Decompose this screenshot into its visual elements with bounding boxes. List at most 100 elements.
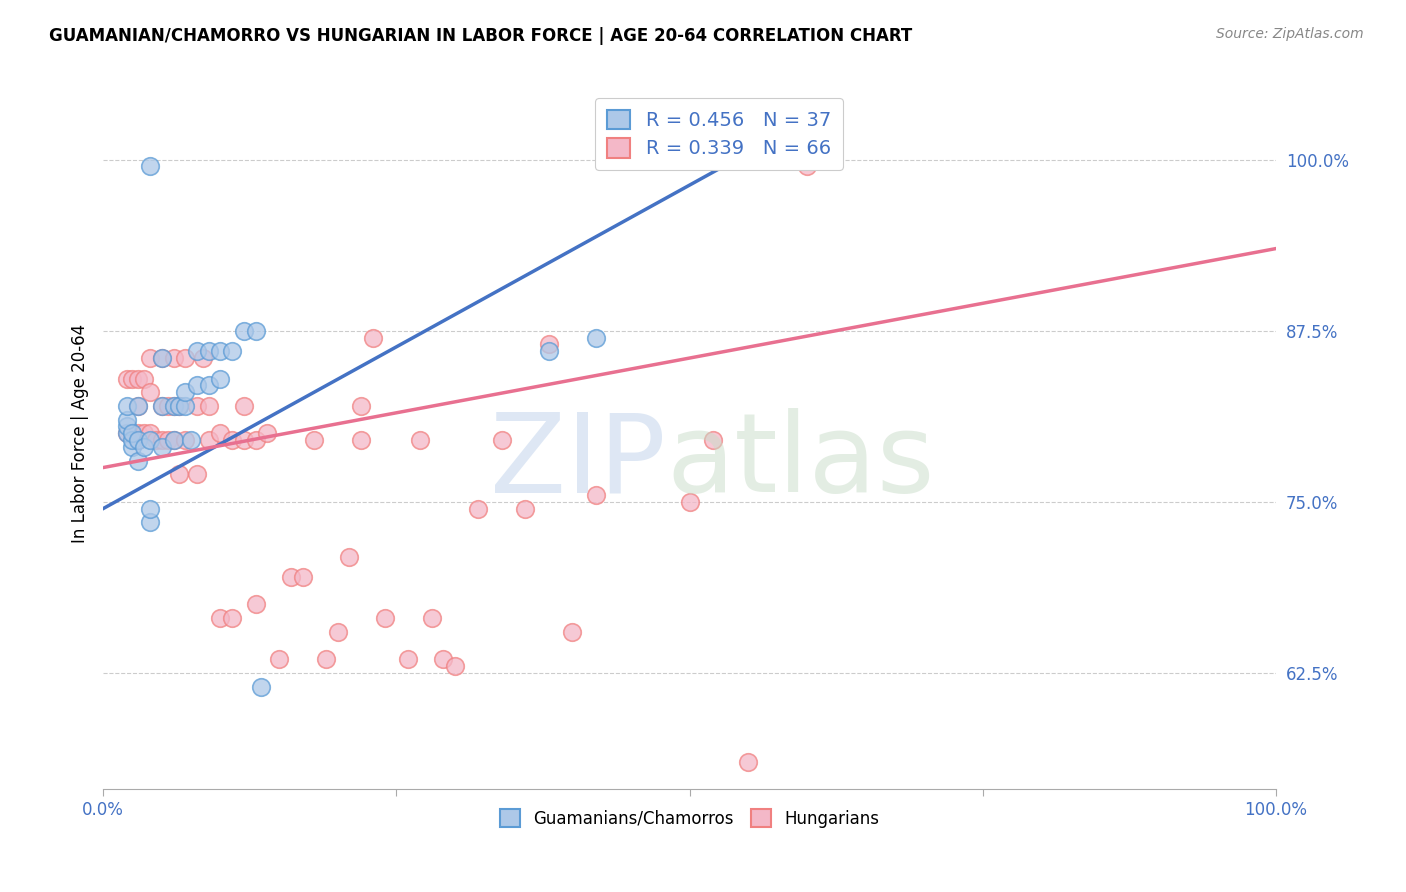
Point [396,652,419,666]
Point [150,351,173,365]
Point [232,433,254,447]
Point [115,419,138,434]
Point [197,433,219,447]
Point [191,351,214,365]
Point [121,440,143,454]
Point [145,433,167,447]
Y-axis label: In Labor Force | Age 20-64: In Labor Force | Age 20-64 [72,324,89,543]
Text: Source: ZipAtlas.com: Source: ZipAtlas.com [1216,27,1364,41]
Point [139,385,162,400]
Point [169,467,191,482]
Point [186,344,208,359]
Point [139,433,162,447]
Point [174,385,197,400]
Point [115,412,138,426]
Point [232,399,254,413]
Point [121,426,143,441]
Point [467,501,489,516]
Point [162,433,184,447]
Point [150,433,173,447]
Point [537,337,560,351]
Point [186,467,208,482]
Point [678,495,700,509]
Point [209,371,232,385]
Point [127,433,149,447]
Point [162,399,184,413]
Text: GUAMANIAN/CHAMORRO VS HUNGARIAN IN LABOR FORCE | AGE 20-64 CORRELATION CHART: GUAMANIAN/CHAMORRO VS HUNGARIAN IN LABOR… [49,27,912,45]
Point [245,598,267,612]
Point [409,433,432,447]
Point [197,399,219,413]
Point [162,433,184,447]
Point [186,378,208,392]
Point [537,344,560,359]
Point [221,433,243,447]
Point [361,330,384,344]
Point [245,324,267,338]
Point [121,426,143,441]
Point [162,399,184,413]
Point [150,440,173,454]
Point [280,570,302,584]
Text: atlas: atlas [666,409,935,516]
Point [250,680,273,694]
Point [150,351,173,365]
Point [197,378,219,392]
Point [139,351,162,365]
Point [221,611,243,625]
Point [127,371,149,385]
Point [515,501,537,516]
Point [796,160,818,174]
Point [127,426,149,441]
Point [134,371,156,385]
Point [209,426,232,441]
Point [245,433,267,447]
Point [315,652,337,666]
Point [420,611,443,625]
Point [162,351,184,365]
Point [139,426,162,441]
Point [232,324,254,338]
Point [350,433,373,447]
Point [174,351,197,365]
Point [174,399,197,413]
Point [267,652,290,666]
Point [150,399,173,413]
Point [180,433,202,447]
Point [209,344,232,359]
Point [737,755,759,769]
Point [221,344,243,359]
Point [444,659,467,673]
Point [585,488,607,502]
Point [139,160,162,174]
Point [156,399,179,413]
Point [150,399,173,413]
Point [702,433,724,447]
Point [127,453,149,467]
Point [326,624,349,639]
Point [115,371,138,385]
Point [115,426,138,441]
Point [127,399,149,413]
Text: ZIP: ZIP [491,409,666,516]
Point [174,433,197,447]
Point [304,433,326,447]
Point [256,426,278,441]
Point [350,399,373,413]
Point [134,440,156,454]
Point [115,426,138,441]
Point [432,652,454,666]
Legend: Guamanians/Chamorros, Hungarians: Guamanians/Chamorros, Hungarians [494,803,886,834]
Point [134,426,156,441]
Point [561,624,583,639]
Point [585,330,607,344]
Point [115,399,138,413]
Point [139,501,162,516]
Point [339,549,361,564]
Point [127,433,149,447]
Point [169,399,191,413]
Point [186,399,208,413]
Point [209,611,232,625]
Point [291,570,314,584]
Point [197,344,219,359]
